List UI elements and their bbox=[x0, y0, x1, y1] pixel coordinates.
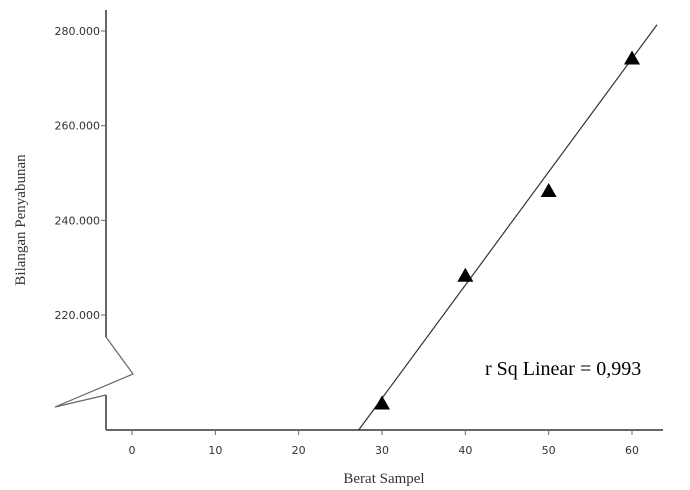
linear-fit-line bbox=[358, 24, 658, 431]
axes bbox=[54, 10, 663, 431]
y-tick-labels: 220.000 240.000 260.000 280.000 bbox=[55, 25, 101, 322]
x-tick-label: 60 bbox=[625, 444, 639, 457]
x-tick-label: 0 bbox=[129, 444, 136, 457]
y-axis-title: Bilangan Penyabunan bbox=[13, 154, 29, 286]
tick-marks bbox=[101, 30, 633, 435]
y-tick-label: 240.000 bbox=[55, 214, 101, 227]
x-tick-label: 30 bbox=[375, 444, 389, 457]
y-tick-label: 260.000 bbox=[55, 120, 101, 133]
x-tick-label: 50 bbox=[542, 444, 556, 457]
y-axis-break bbox=[54, 336, 134, 408]
y-tick-label: 280.000 bbox=[55, 25, 101, 38]
x-tick-label: 20 bbox=[292, 444, 306, 457]
data-points bbox=[374, 50, 640, 410]
x-tick-label: 40 bbox=[458, 444, 472, 457]
data-point-triangle bbox=[457, 267, 474, 282]
data-point-triangle bbox=[540, 182, 557, 197]
x-axis-title: Berat Sampel bbox=[343, 471, 424, 487]
x-tick-label: 10 bbox=[208, 444, 222, 457]
data-point-triangle bbox=[374, 395, 390, 410]
r-squared-annotation: r Sq Linear = 0,993 bbox=[485, 358, 641, 380]
data-point-triangle bbox=[624, 50, 640, 65]
x-tick-labels: 0 10 20 30 40 50 60 bbox=[129, 444, 640, 457]
y-tick-label: 220.000 bbox=[55, 309, 101, 322]
